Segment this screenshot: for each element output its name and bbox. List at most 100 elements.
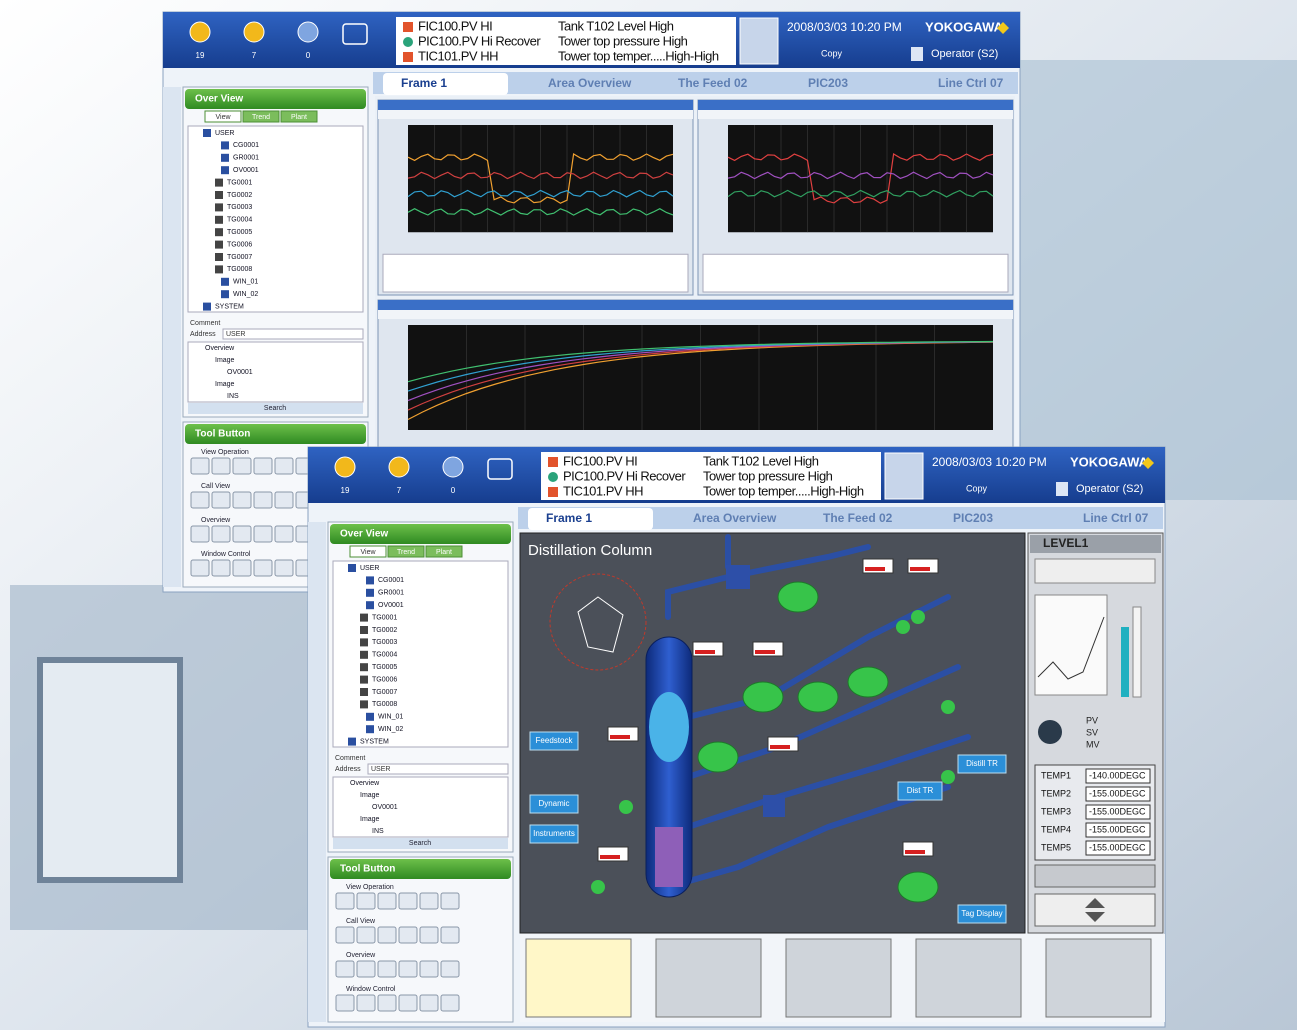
tree-item[interactable]: WIN_02 [233, 291, 258, 298]
thumbnail[interactable] [655, 938, 762, 1018]
tree-item[interactable]: WIN_02 [378, 726, 403, 733]
tool-icon[interactable] [253, 491, 273, 509]
copy-button[interactable]: Copy [966, 483, 988, 493]
tree-item[interactable]: TG0006 [227, 241, 252, 248]
tree-item[interactable]: TG0007 [372, 689, 397, 696]
tool-icon[interactable] [377, 926, 397, 944]
graphic-button[interactable] [957, 754, 1007, 774]
tree-item[interactable]: TG0005 [372, 664, 397, 671]
tree-item[interactable]: INS [227, 393, 239, 400]
tool-icon[interactable] [335, 892, 355, 910]
tool-icon[interactable] [274, 491, 294, 509]
tree-item[interactable]: TG0006 [372, 676, 397, 683]
tree-item[interactable]: TG0003 [227, 204, 252, 211]
tool-icon[interactable] [398, 926, 418, 944]
tool-icon[interactable] [274, 457, 294, 475]
tool-icon[interactable] [190, 457, 210, 475]
tree-item[interactable]: OV0001 [378, 602, 404, 609]
tab[interactable]: Line Ctrl 07 [938, 76, 1004, 90]
tool-icon[interactable] [211, 491, 231, 509]
tab[interactable]: Area Overview [548, 76, 632, 90]
search-button[interactable]: Search [409, 840, 431, 847]
tree-item[interactable]: Image [215, 381, 235, 388]
tool-icon[interactable] [211, 559, 231, 577]
thumbnail[interactable] [525, 938, 632, 1018]
graphic-button-label[interactable]: Distill TR [966, 759, 998, 768]
tree-item[interactable]: Image [360, 816, 380, 823]
tool-icon[interactable] [398, 994, 418, 1012]
tab[interactable]: Frame 1 [401, 76, 447, 90]
tool-icon[interactable] [232, 491, 252, 509]
tree-item[interactable]: OV0001 [233, 167, 259, 174]
tool-icon[interactable] [253, 559, 273, 577]
subtab-label[interactable]: Trend [252, 114, 270, 121]
subtab-label[interactable]: Plant [291, 114, 307, 121]
tool-icon[interactable] [211, 525, 231, 543]
tool-icon[interactable] [335, 960, 355, 978]
thumbnail[interactable] [915, 938, 1022, 1018]
tree-item[interactable]: OV0001 [372, 804, 398, 811]
tree-item[interactable]: Overview [350, 780, 380, 787]
tool-icon[interactable] [377, 960, 397, 978]
tree-item[interactable]: CG0001 [233, 142, 259, 149]
tree-item[interactable]: OV0001 [227, 369, 253, 376]
graphic-button-label[interactable]: Dynamic [538, 799, 569, 808]
graphic-button-label[interactable]: Feedstock [536, 736, 574, 745]
tree-item[interactable]: TG0004 [372, 652, 397, 659]
tool-icon[interactable] [419, 926, 439, 944]
graphic-button-label[interactable]: Tag Display [961, 909, 1002, 918]
tab[interactable]: Area Overview [693, 511, 777, 525]
tree-item[interactable]: TG0008 [227, 266, 252, 273]
graphic-button-label[interactable]: Dist TR [907, 786, 934, 795]
graphic-button[interactable] [957, 904, 1007, 924]
tree-item[interactable]: USER [215, 130, 234, 137]
tool-icon[interactable] [232, 457, 252, 475]
tool-icon[interactable] [440, 892, 460, 910]
tool-icon[interactable] [377, 892, 397, 910]
tree-item[interactable]: TG0001 [227, 179, 252, 186]
tool-icon[interactable] [335, 926, 355, 944]
tool-icon[interactable] [398, 892, 418, 910]
subtab-label[interactable]: View [215, 114, 231, 121]
tab[interactable]: The Feed 02 [823, 511, 893, 525]
tree-item[interactable]: TG0008 [372, 701, 397, 708]
tree-item[interactable]: GR0001 [378, 590, 404, 597]
subtab-label[interactable]: Trend [397, 549, 415, 556]
tool-icon[interactable] [356, 960, 376, 978]
tree-item[interactable]: Overview [205, 345, 235, 352]
subtab-label[interactable]: Plant [436, 549, 452, 556]
graphic-button[interactable] [529, 794, 579, 814]
tree-item[interactable]: WIN_01 [233, 279, 258, 286]
tool-icon[interactable] [356, 892, 376, 910]
tool-icon[interactable] [190, 525, 210, 543]
tool-icon[interactable] [253, 525, 273, 543]
thumbnail[interactable] [1045, 938, 1152, 1018]
graphic-button[interactable] [529, 731, 579, 751]
tool-icon[interactable] [419, 892, 439, 910]
tree-item[interactable]: TG0002 [372, 627, 397, 634]
tree-item[interactable]: TG0003 [372, 639, 397, 646]
tree-item[interactable]: TG0007 [227, 254, 252, 261]
tool-icon[interactable] [274, 559, 294, 577]
tool-icon[interactable] [440, 994, 460, 1012]
tree-item[interactable]: TG0004 [227, 217, 252, 224]
tool-icon[interactable] [398, 960, 418, 978]
tree-item[interactable]: USER [360, 565, 379, 572]
tab[interactable]: Line Ctrl 07 [1083, 511, 1149, 525]
tool-icon[interactable] [335, 994, 355, 1012]
tree-item[interactable]: WIN_01 [378, 714, 403, 721]
tree-item[interactable]: TG0005 [227, 229, 252, 236]
tool-icon[interactable] [190, 491, 210, 509]
tool-icon[interactable] [440, 926, 460, 944]
tool-icon[interactable] [356, 994, 376, 1012]
tab[interactable]: PIC203 [953, 511, 993, 525]
tree-item[interactable]: Image [360, 792, 380, 799]
tool-icon[interactable] [190, 559, 210, 577]
copy-button[interactable]: Copy [821, 48, 843, 58]
thumbnail[interactable] [785, 938, 892, 1018]
tool-icon[interactable] [440, 960, 460, 978]
tool-icon[interactable] [274, 525, 294, 543]
tree-item[interactable]: TG0001 [372, 614, 397, 621]
tab[interactable]: PIC203 [808, 76, 848, 90]
tool-icon[interactable] [419, 960, 439, 978]
